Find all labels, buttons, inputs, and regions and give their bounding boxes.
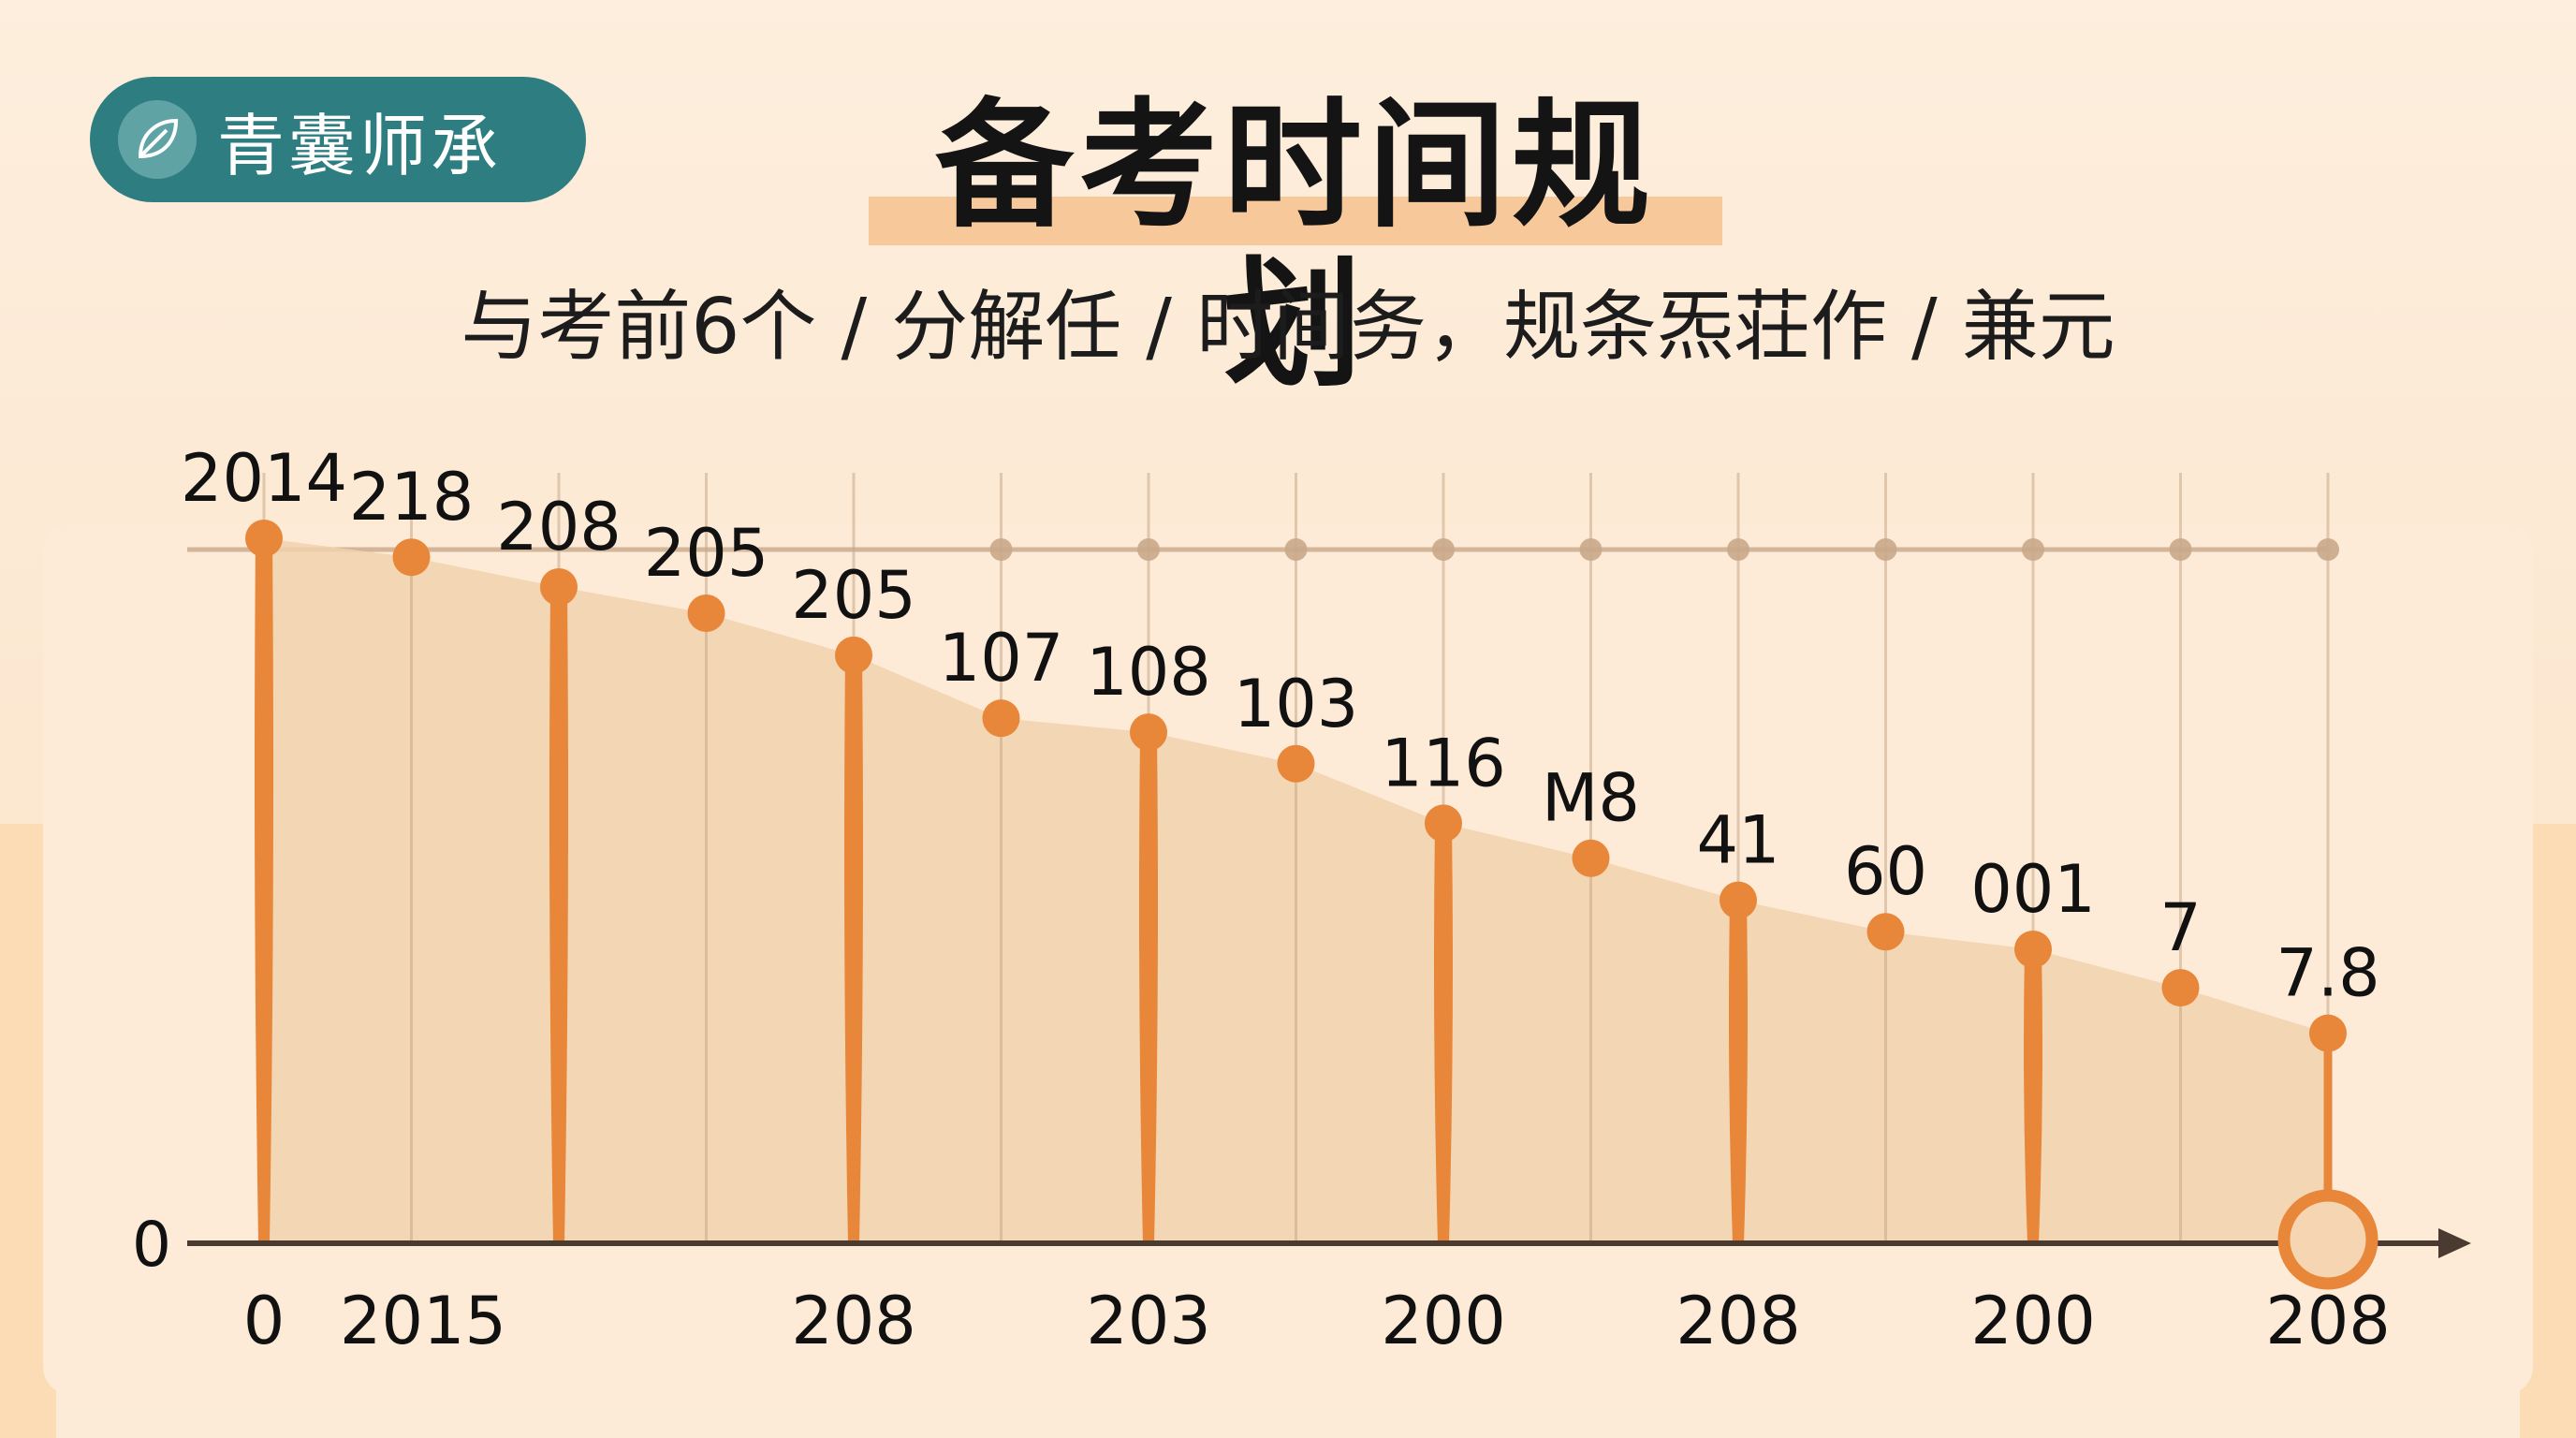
data-label-13: 7 [2159, 889, 2202, 966]
page-subtitle: 与考前6个 / 分解任 / 时间务，规条炁荘作 / 兼元 [461, 283, 2115, 372]
grid-top-dot-8 [1432, 538, 1455, 561]
data-point-13 [2161, 969, 2200, 1007]
grid-top-dot-5 [989, 538, 1013, 561]
grid-top-dot-13 [2169, 538, 2192, 561]
data-point-12 [2014, 930, 2052, 968]
data-label-12: 001 [1970, 851, 2096, 928]
grid-top-dot-11 [1874, 538, 1897, 561]
title-highlight [869, 197, 1722, 245]
data-label-2: 208 [496, 489, 622, 565]
x-tick-label-2: 208 [791, 1283, 916, 1359]
page-title: 备考时间规划 [935, 85, 1656, 405]
x-axis-arrow [2438, 1228, 2471, 1258]
data-point-2 [540, 567, 578, 606]
grid-top-dot-10 [1727, 538, 1749, 561]
data-point-14 [2309, 1014, 2347, 1052]
data-label-4: 205 [791, 557, 916, 634]
end-marker [2277, 1189, 2378, 1290]
data-point-7 [1277, 744, 1315, 783]
data-label-14: 7.8 [2276, 935, 2379, 1012]
title-block: 备考时间规划 [869, 86, 1722, 404]
x-tick-label-1: 2015 [340, 1283, 506, 1359]
stem-2 [549, 586, 568, 1243]
brand-logo: 青囊师承 [90, 77, 586, 202]
grid-top-dot-12 [2022, 538, 2044, 561]
data-label-3: 205 [644, 515, 769, 592]
x-tick-label-5: 208 [1676, 1283, 1801, 1359]
stem-4 [844, 654, 863, 1243]
data-point-5 [982, 699, 1020, 738]
data-point-3 [687, 594, 725, 633]
brand-name: 青囊师承 [217, 106, 503, 185]
data-label-9: M8 [1542, 760, 1640, 837]
data-label-1: 218 [349, 459, 475, 536]
data-point-4 [835, 636, 872, 674]
grid-top-dot-7 [1284, 538, 1308, 561]
grid-top-dot-14 [2317, 538, 2339, 561]
data-point-0 [245, 520, 283, 557]
data-label-10: 41 [1696, 802, 1779, 879]
x-tick-label-0: 0 [243, 1283, 285, 1359]
data-point-9 [1572, 839, 1610, 877]
data-label-7: 103 [1234, 666, 1359, 742]
grid-top-dot-6 [1137, 538, 1160, 561]
data-label-11: 60 [1844, 833, 1927, 910]
stem-0 [255, 538, 273, 1243]
x-tick-label-4: 200 [1381, 1283, 1506, 1359]
leaf-icon [118, 100, 197, 179]
y-axis-zero-label: 0 [132, 1209, 171, 1281]
data-label-5: 107 [939, 620, 1064, 697]
stem-6 [1139, 732, 1158, 1243]
data-point-1 [392, 538, 431, 577]
x-tick-label-7: 208 [2265, 1283, 2391, 1359]
data-label-0: 2014 [181, 440, 347, 517]
stem-12 [2024, 948, 2042, 1243]
grid-top-dot-9 [1579, 538, 1603, 561]
data-point-6 [1130, 713, 1167, 752]
data-point-8 [1425, 804, 1462, 843]
x-tick-label-6: 200 [1970, 1283, 2096, 1359]
data-label-6: 108 [1086, 634, 1211, 711]
data-label-8: 116 [1381, 725, 1506, 801]
data-point-10 [1720, 881, 1757, 919]
data-point-11 [1866, 913, 1905, 951]
stem-10 [1729, 900, 1748, 1243]
stem-8 [1434, 823, 1453, 1243]
x-tick-label-3: 203 [1086, 1283, 1211, 1359]
